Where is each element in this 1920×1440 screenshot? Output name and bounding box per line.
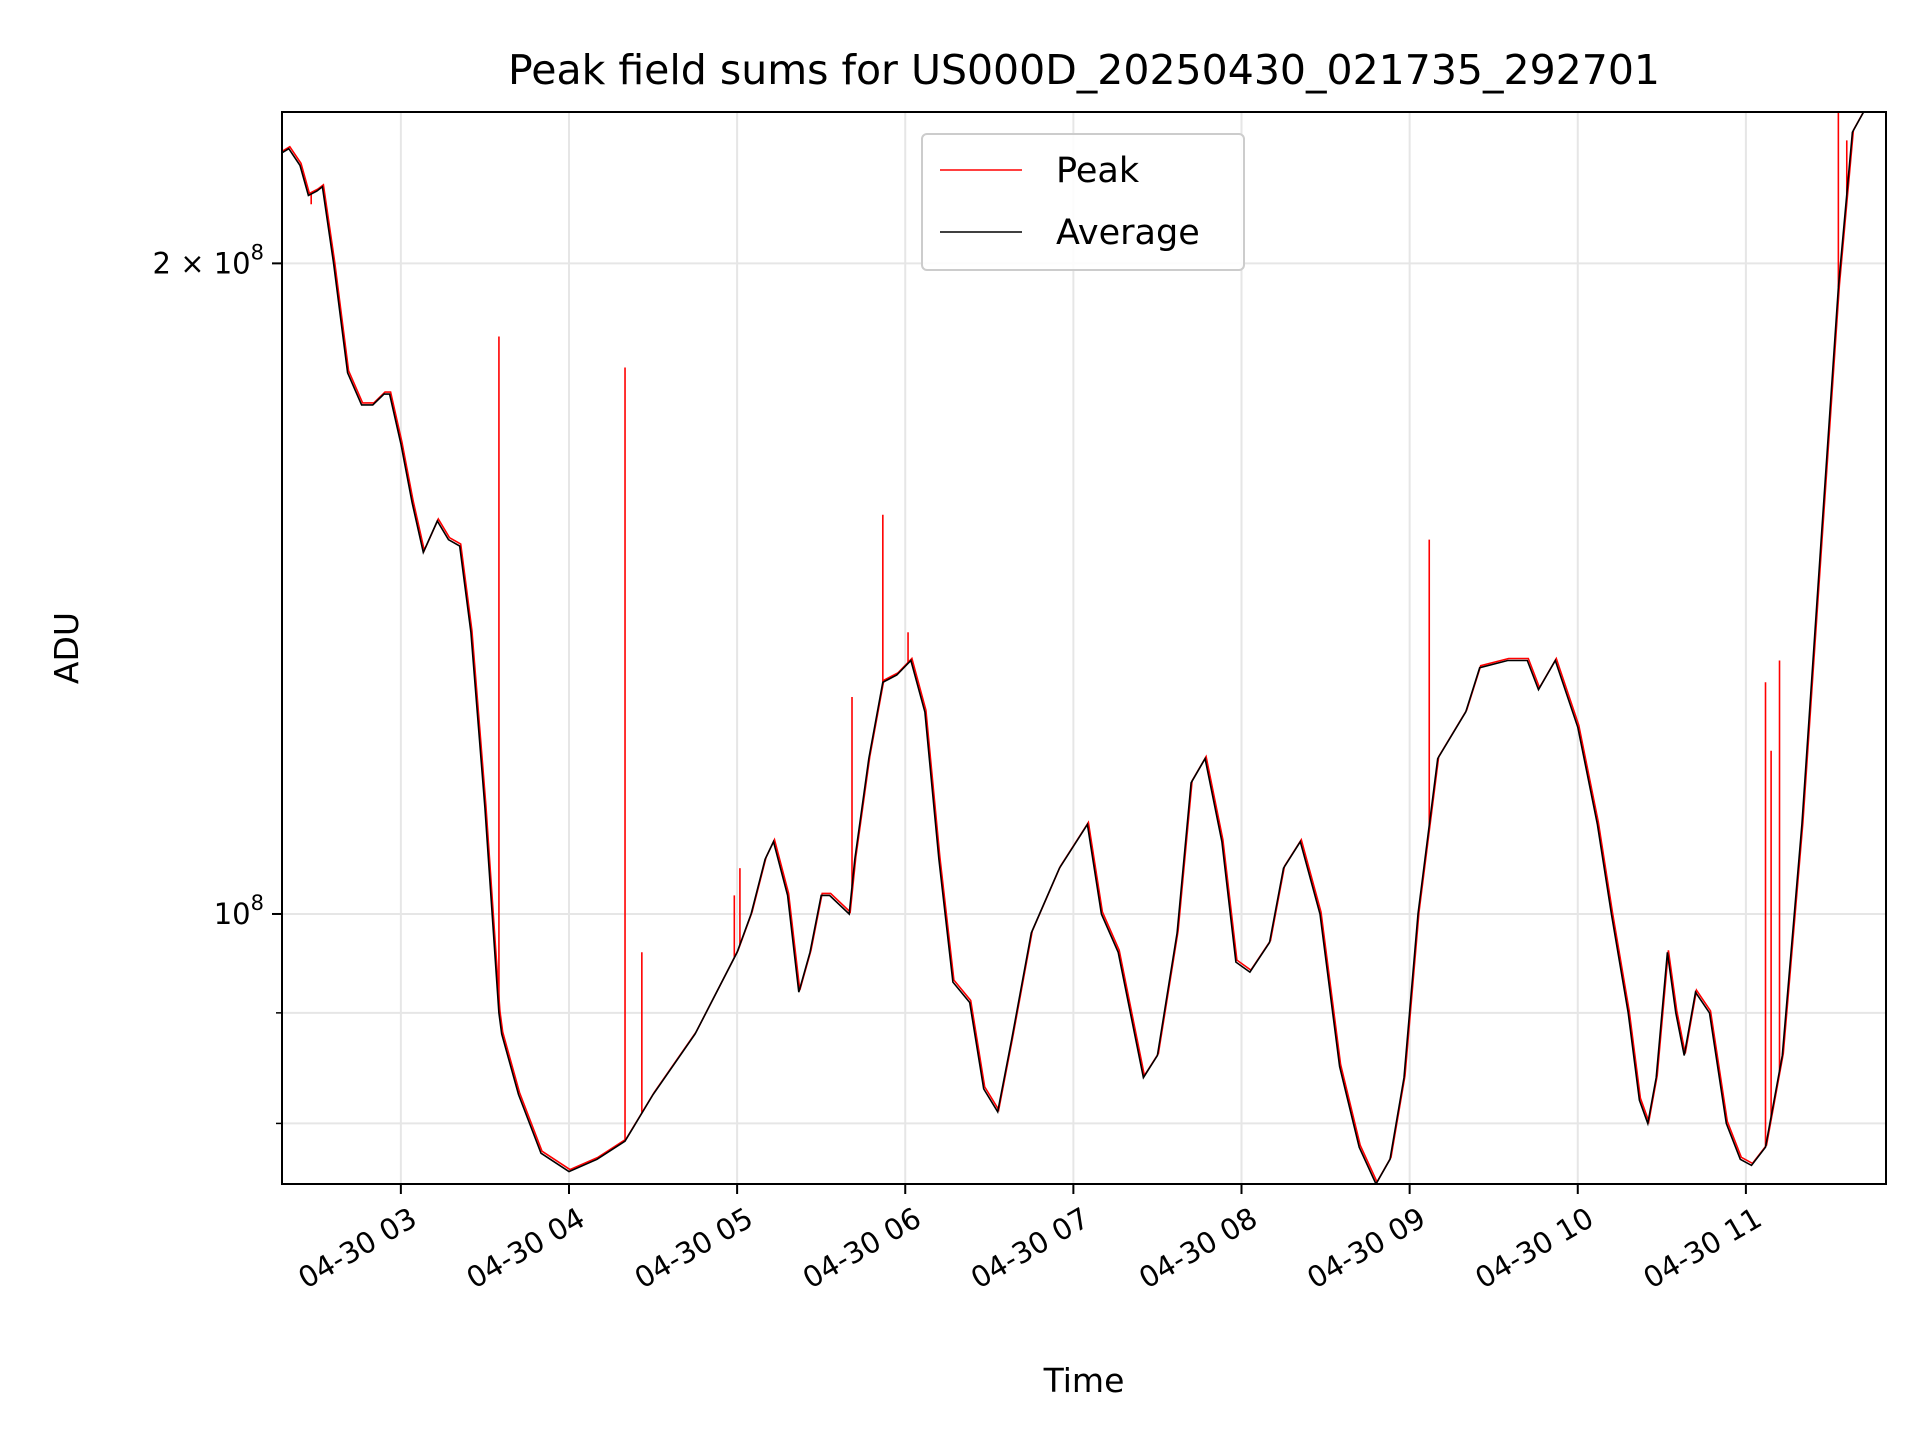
y-tick-label: 2 × 108	[153, 240, 264, 280]
y-tick-label: 108	[214, 891, 264, 931]
chart-title: Peak field sums for US000D_20250430_0217…	[508, 46, 1660, 94]
series-layer	[282, 112, 1886, 1184]
legend-label: Average	[1056, 213, 1200, 253]
legend: Peak Average	[921, 133, 1245, 271]
y-axis-title: ADU	[47, 612, 86, 684]
x-axis-title: Time	[1043, 1361, 1125, 1400]
series-group	[282, 112, 1886, 1184]
legend-box	[921, 133, 1245, 271]
legend-label: Peak	[1056, 151, 1140, 191]
plot-frame	[281, 111, 1887, 1185]
series-line-average	[282, 112, 1886, 1184]
